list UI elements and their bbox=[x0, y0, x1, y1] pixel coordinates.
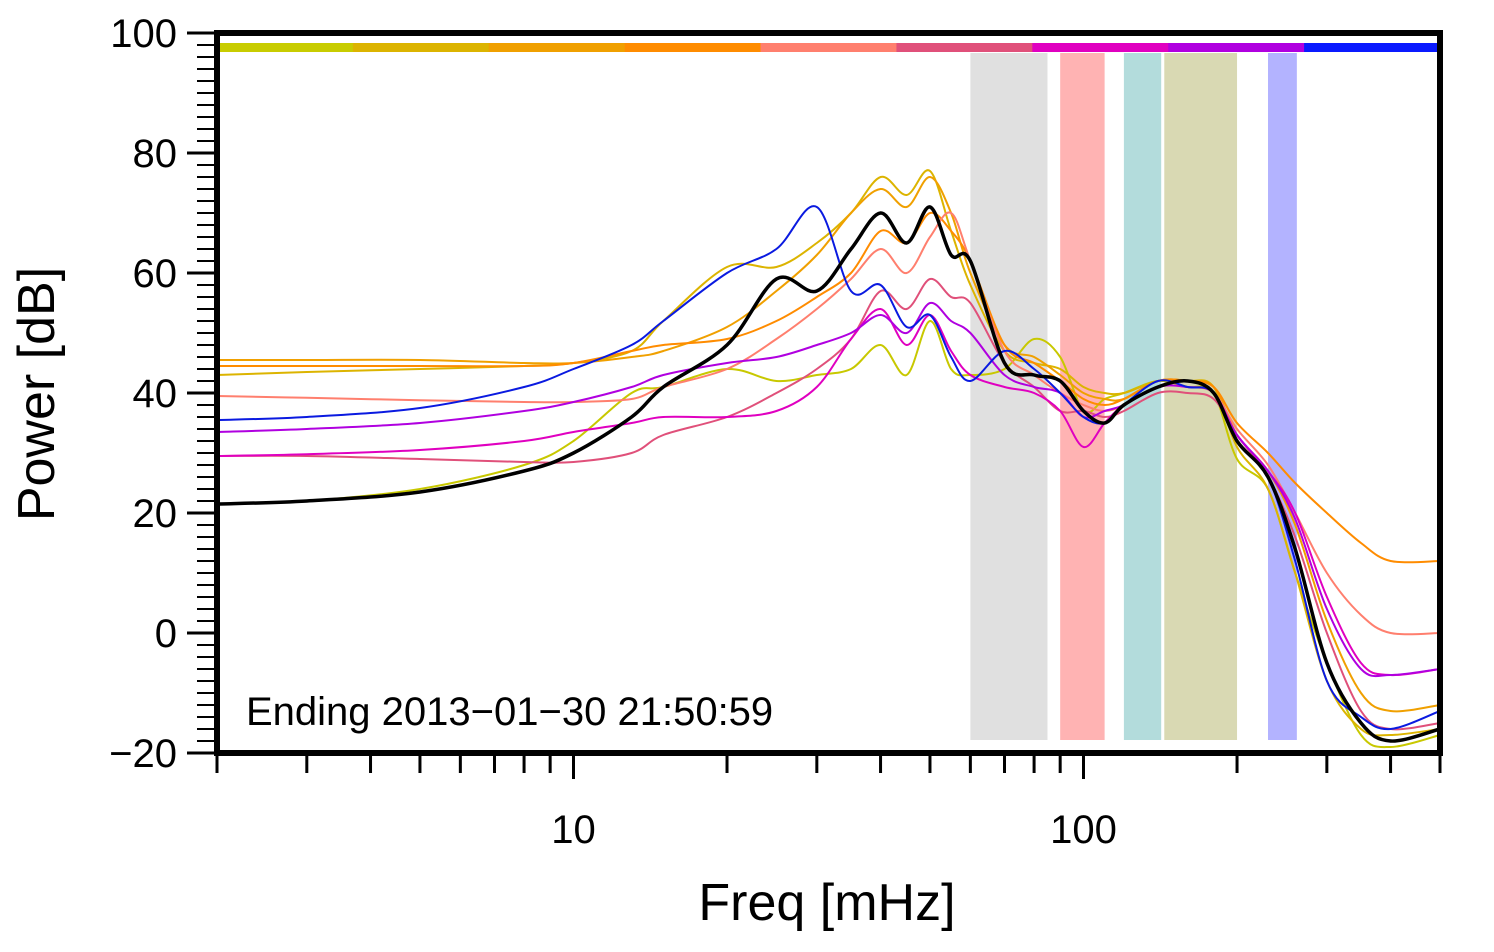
band-0 bbox=[970, 53, 1048, 740]
color-strip-segment-1 bbox=[352, 43, 490, 52]
plot-frame bbox=[214, 30, 1443, 756]
color-strip-segment-5 bbox=[896, 43, 1033, 52]
ending-timestamp: Ending 2013−01−30 21:50:59 bbox=[246, 690, 773, 734]
frequency-bands bbox=[970, 53, 1297, 740]
series-line-violet bbox=[216, 301, 1441, 678]
color-strip-segment-0 bbox=[217, 43, 354, 52]
y-tick-label: 100 bbox=[110, 12, 177, 56]
color-strip bbox=[217, 43, 1441, 52]
color-strip-segment-7 bbox=[1168, 43, 1305, 52]
y-tick-label: 0 bbox=[155, 612, 177, 656]
y-tick-label: 20 bbox=[133, 492, 178, 536]
color-strip-segment-4 bbox=[760, 43, 897, 52]
color-strip-segment-2 bbox=[488, 43, 626, 52]
plot-border bbox=[214, 30, 1443, 756]
series-line-rose bbox=[216, 277, 1441, 731]
x-tick-label: 10 bbox=[551, 808, 596, 852]
band-3 bbox=[1164, 53, 1238, 740]
y-tick-label: 40 bbox=[133, 372, 178, 416]
series-line-yellow-green bbox=[216, 320, 1441, 749]
series-line-orange-2 bbox=[216, 211, 1441, 564]
y-axis-title: Power [dB] bbox=[8, 267, 66, 521]
series-line-gold bbox=[216, 169, 1441, 737]
series-lines bbox=[215, 169, 1442, 749]
axes: 100 80 60 40 20 0 −20 10 100 bbox=[109, 12, 1442, 852]
y-tick-label: 80 bbox=[133, 132, 178, 176]
color-strip-segment-6 bbox=[1032, 43, 1169, 52]
series-line-black bbox=[215, 205, 1442, 743]
y-tick-label: 60 bbox=[133, 252, 178, 296]
series-line-blue bbox=[216, 205, 1441, 731]
series-line-orange-1 bbox=[216, 176, 1441, 713]
y-tick-label: −20 bbox=[109, 732, 177, 776]
x-tick-label: 100 bbox=[1050, 808, 1117, 852]
x-axis-title: Freq [mHz] bbox=[698, 874, 955, 932]
series-line-salmon bbox=[216, 211, 1441, 636]
color-strip-segment-3 bbox=[624, 43, 762, 52]
color-strip-segment-8 bbox=[1304, 43, 1441, 52]
band-4 bbox=[1267, 53, 1297, 740]
